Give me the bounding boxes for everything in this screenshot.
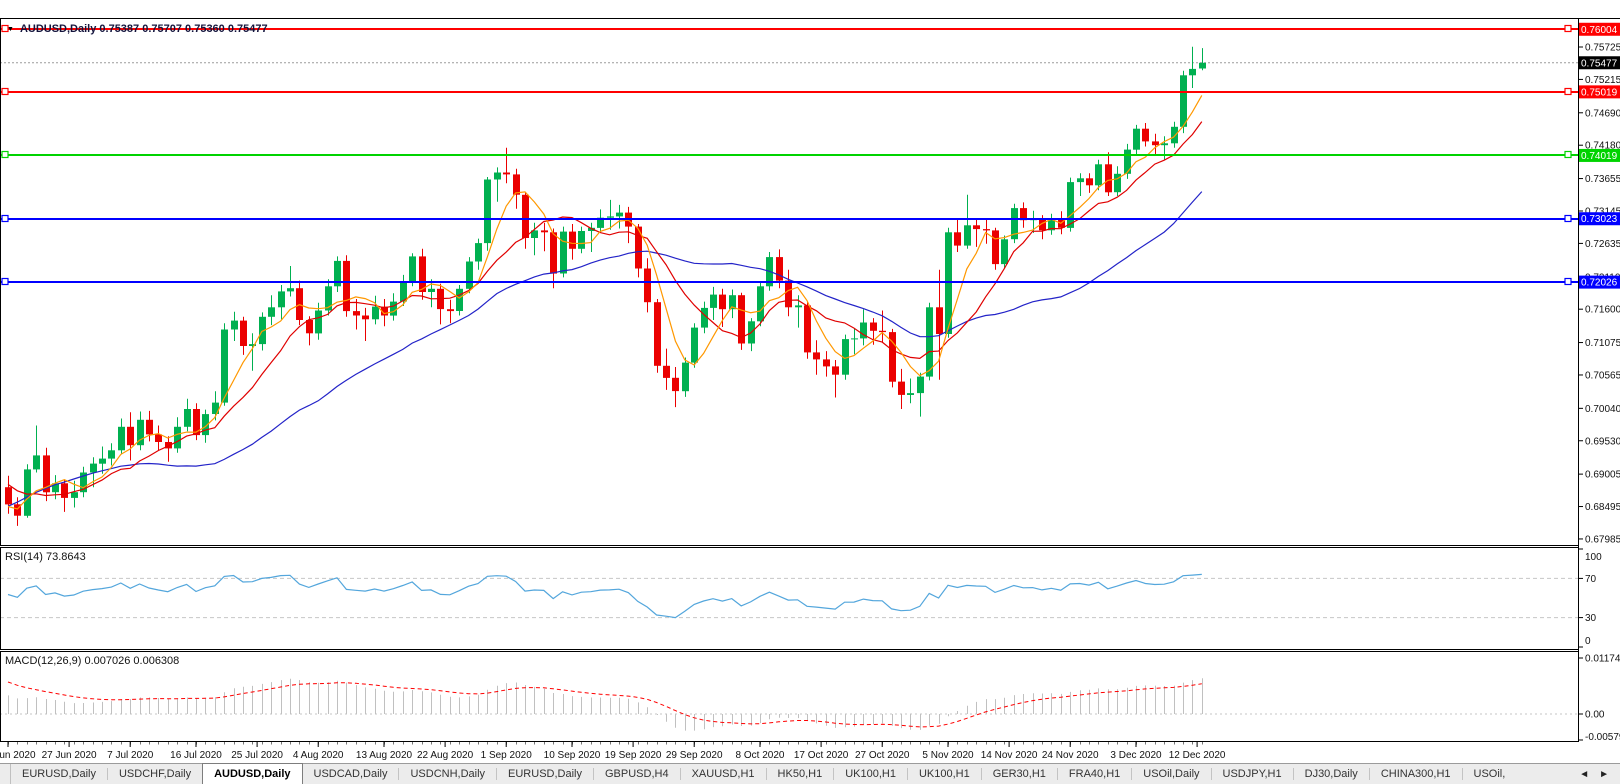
tab-separator — [679, 768, 681, 780]
svg-text:18 Jun 2020: 18 Jun 2020 — [0, 750, 36, 761]
tab-separator — [980, 768, 982, 780]
chart-tab-hk50-h1[interactable]: HK50,H1 — [777, 768, 823, 780]
chart-tab-xauusd-h1[interactable]: XAUUSD,H1 — [691, 768, 755, 780]
tabs-scroll-right-icon[interactable]: ► — [1599, 768, 1609, 780]
tabs-scroll-left-icon[interactable]: ◄ — [1579, 768, 1590, 780]
svg-text:0.00: 0.00 — [1585, 710, 1605, 721]
chart-tab-fra40-h1[interactable]: FRA40,H1 — [1068, 768, 1121, 780]
chart-title: ▼ AUDUSD,Daily 0.75387 0.75707 0.75360 0… — [7, 23, 268, 35]
tab-separator — [906, 768, 908, 780]
svg-text:12 Dec 2020: 12 Dec 2020 — [1169, 750, 1226, 761]
tab-separator — [833, 768, 835, 780]
chart-tab-uk100-h1[interactable]: UK100,H1 — [918, 768, 970, 780]
tab-separator — [496, 768, 498, 780]
chart-tab-eurusd-daily[interactable]: EURUSD,Daily — [22, 768, 96, 780]
tab-separator — [1368, 768, 1370, 780]
svg-text:0.74180: 0.74180 — [1585, 141, 1620, 152]
chart-tab-usdcad-daily[interactable]: USDCAD,Daily — [313, 768, 388, 780]
svg-text:25 Jul 2020: 25 Jul 2020 — [231, 750, 283, 761]
chart-tab-usdchf-daily[interactable]: USDCHF,Daily — [118, 768, 192, 780]
svg-text:3 Dec 2020: 3 Dec 2020 — [1110, 750, 1162, 761]
clipped-tab-stub[interactable] — [0, 764, 11, 784]
tab-scroll-arrows: ◄ ► — [1574, 764, 1620, 784]
tab-separator — [1292, 768, 1294, 780]
tab-separator — [398, 768, 400, 780]
window-menu-caret-icon[interactable]: ▼ — [7, 25, 14, 33]
chart-tab-usoil-daily[interactable]: USOil,Daily — [1143, 768, 1200, 780]
tab-separator — [1056, 768, 1058, 780]
svg-text:-0.00579: -0.00579 — [1585, 732, 1620, 743]
macd-indicator-label: MACD(12,26,9) 0.007026 0.006308 — [5, 655, 180, 667]
tab-separator — [1461, 768, 1463, 780]
svg-text:29 Sep 2020: 29 Sep 2020 — [666, 750, 723, 761]
svg-text:0.69005: 0.69005 — [1585, 470, 1620, 481]
svg-text:4 Aug 2020: 4 Aug 2020 — [293, 750, 344, 761]
chart-tab-ger30-h1[interactable]: GER30,H1 — [992, 768, 1046, 780]
chart-tabs-bar: EURUSD,Daily USDCHF,Daily AUDUSD,Daily USDC… — [0, 763, 1620, 784]
svg-text:0.70565: 0.70565 — [1585, 370, 1620, 381]
chart-tab-uk100-h1[interactable]: UK100,H1 — [845, 768, 896, 780]
svg-text:17 Oct 2020: 17 Oct 2020 — [794, 750, 849, 761]
tab-separator — [593, 768, 594, 780]
svg-text:0.74690: 0.74690 — [1585, 108, 1620, 119]
svg-text:0: 0 — [1585, 636, 1591, 647]
svg-text:13 Aug 2020: 13 Aug 2020 — [356, 750, 413, 761]
svg-text:16 Jul 2020: 16 Jul 2020 — [170, 750, 222, 761]
svg-text:0.67985: 0.67985 — [1585, 534, 1620, 545]
svg-text:27 Jun 2020: 27 Jun 2020 — [42, 750, 97, 761]
svg-text:1 Sep 2020: 1 Sep 2020 — [481, 750, 533, 761]
svg-text:5 Nov 2020: 5 Nov 2020 — [922, 750, 974, 761]
svg-text:0.74019: 0.74019 — [1581, 151, 1618, 162]
svg-text:24 Nov 2020: 24 Nov 2020 — [1042, 750, 1099, 761]
svg-text:70: 70 — [1585, 574, 1597, 585]
svg-text:0.73145: 0.73145 — [1585, 206, 1620, 217]
tab-separator — [1131, 768, 1133, 780]
chart-tab-usoil[interactable]: USOil, — [1473, 768, 1506, 780]
svg-text:10 Sep 2020: 10 Sep 2020 — [544, 750, 601, 761]
svg-text:7 Jul 2020: 7 Jul 2020 — [107, 750, 154, 761]
svg-text:0.75725: 0.75725 — [1585, 43, 1620, 54]
svg-text:0.76004: 0.76004 — [1581, 25, 1618, 36]
svg-text:0.69530: 0.69530 — [1585, 436, 1620, 447]
tab-separator — [106, 768, 108, 780]
chart-tab-gbpusd-h4[interactable]: GBPUSD,H4 — [605, 768, 669, 780]
chart-tab-dj30-daily[interactable]: DJ30,Daily — [1304, 768, 1358, 780]
chart-tab-usdcnh-daily[interactable]: USDCNH,Daily — [410, 768, 486, 780]
tab-separator — [765, 768, 767, 780]
chart-tab-usdjpy-h1[interactable]: USDJPY,H1 — [1222, 768, 1282, 780]
svg-text:0.70040: 0.70040 — [1585, 404, 1620, 415]
chart-tab-china300-h1[interactable]: CHINA300,H1 — [1380, 768, 1451, 780]
svg-text:22 Aug 2020: 22 Aug 2020 — [417, 750, 474, 761]
chart-title-text: AUDUSD,Daily 0.75387 0.75707 0.75360 0.7… — [19, 23, 268, 35]
svg-text:0.75477: 0.75477 — [1581, 58, 1618, 69]
svg-text:0.68495: 0.68495 — [1585, 502, 1620, 513]
svg-text:0.75215: 0.75215 — [1585, 75, 1620, 86]
svg-text:27 Oct 2020: 27 Oct 2020 — [855, 750, 910, 761]
chart-tab-audusd-daily[interactable]: AUDUSD,Daily — [202, 763, 303, 784]
svg-text:8 Oct 2020: 8 Oct 2020 — [736, 750, 785, 761]
svg-text:0.72026: 0.72026 — [1581, 278, 1618, 289]
svg-text:19 Sep 2020: 19 Sep 2020 — [605, 750, 662, 761]
svg-text:0.73023: 0.73023 — [1581, 214, 1618, 225]
chart-tab-eurusd-daily[interactable]: EURUSD,Daily — [508, 768, 582, 780]
svg-text:0.011743: 0.011743 — [1585, 654, 1620, 665]
svg-text:0.72635: 0.72635 — [1585, 239, 1620, 250]
svg-text:0.71075: 0.71075 — [1585, 338, 1620, 349]
rsi-indicator-label: RSI(14) 73.8643 — [5, 551, 86, 563]
svg-text:100: 100 — [1585, 552, 1602, 563]
svg-text:14 Nov 2020: 14 Nov 2020 — [981, 750, 1038, 761]
tab-separator — [1210, 768, 1212, 780]
svg-text:0.71600: 0.71600 — [1585, 305, 1620, 316]
svg-text:0.73655: 0.73655 — [1585, 174, 1620, 185]
svg-text:0.75019: 0.75019 — [1581, 87, 1618, 98]
svg-text:30: 30 — [1585, 613, 1597, 624]
